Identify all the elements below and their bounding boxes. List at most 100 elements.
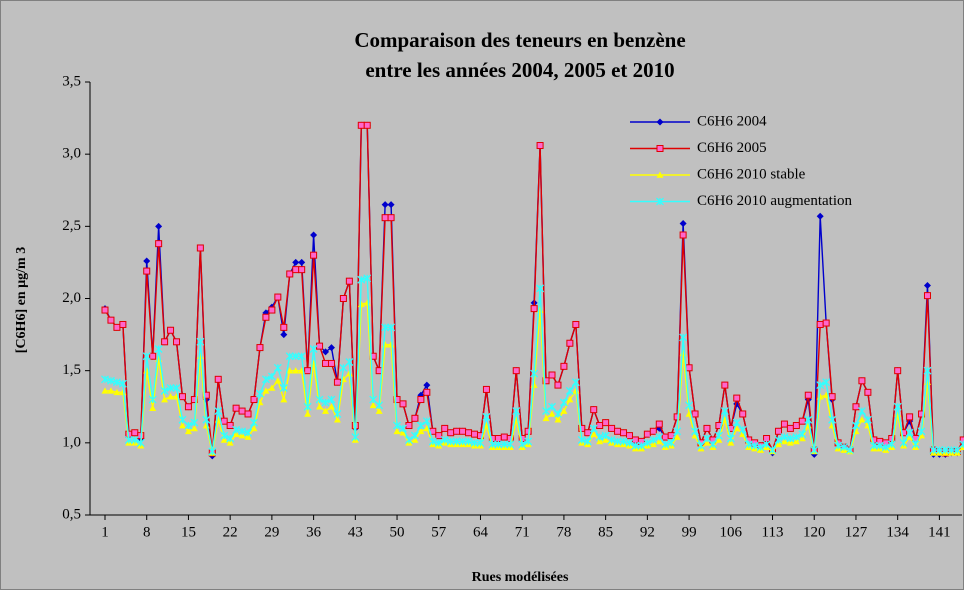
data-point — [667, 438, 676, 447]
data-point — [530, 369, 539, 378]
data-point — [435, 432, 443, 440]
data-point — [554, 410, 562, 418]
data-point — [184, 427, 192, 435]
data-point — [292, 367, 300, 374]
data-point — [488, 440, 497, 449]
data-point — [315, 395, 324, 404]
data-point — [732, 418, 741, 427]
legend-marker — [656, 145, 664, 152]
data-point — [947, 446, 956, 455]
data-point — [399, 429, 407, 436]
data-point — [834, 441, 843, 450]
data-point — [309, 345, 318, 353]
data-point — [423, 424, 431, 432]
data-point — [452, 437, 461, 446]
data-point — [768, 446, 777, 455]
data-point — [780, 420, 788, 428]
data-point — [685, 401, 694, 410]
data-point — [881, 443, 890, 452]
data-point — [387, 214, 395, 222]
data-point — [786, 434, 795, 443]
data-point — [714, 431, 723, 440]
data-point — [816, 212, 824, 220]
data-point — [554, 416, 562, 423]
data-point — [494, 435, 502, 443]
data-point — [542, 407, 550, 416]
data-point — [893, 402, 902, 411]
chart-title: entre les années 2004, 2005 et 2010 — [365, 58, 674, 82]
data-point — [780, 437, 788, 445]
data-point — [196, 337, 205, 346]
data-point — [750, 441, 759, 450]
data-point — [560, 362, 568, 370]
data-point — [935, 446, 944, 455]
data-point — [244, 433, 252, 440]
data-point — [119, 320, 127, 328]
data-point — [494, 440, 503, 449]
data-point — [327, 395, 336, 404]
data-point — [566, 396, 574, 403]
data-point — [417, 396, 425, 404]
data-point — [410, 431, 419, 440]
data-point — [744, 440, 753, 449]
data-point — [184, 403, 192, 411]
data-point — [578, 424, 586, 432]
data-point — [232, 430, 240, 437]
legend-label: C6H6 2010 stable — [697, 166, 806, 182]
data-point — [798, 417, 806, 425]
data-point — [625, 432, 633, 440]
data-point — [399, 424, 407, 433]
data-point — [822, 319, 830, 327]
data-point — [500, 440, 509, 449]
data-point — [512, 407, 521, 416]
x-tick-label: 141 — [928, 524, 951, 540]
data-point — [339, 295, 347, 302]
data-point — [542, 414, 550, 422]
data-point — [613, 437, 622, 446]
data-point — [178, 422, 186, 429]
data-point — [280, 331, 288, 339]
data-point — [637, 441, 646, 450]
data-point — [458, 437, 467, 446]
data-point — [774, 427, 782, 435]
data-point — [536, 284, 545, 293]
data-point — [590, 406, 598, 414]
data-point — [154, 345, 163, 353]
data-point — [322, 359, 330, 367]
data-point — [118, 379, 127, 388]
data-point — [310, 251, 318, 259]
y-axis-title: [C6H6] en µg/m 3 — [14, 247, 29, 353]
data-point — [459, 427, 467, 435]
legend-label: C6H6 2004 — [697, 113, 767, 129]
data-point — [512, 367, 520, 375]
data-point — [762, 440, 771, 449]
data-point — [679, 333, 688, 342]
data-point — [792, 437, 800, 445]
data-point — [643, 430, 651, 438]
data-point — [369, 401, 377, 409]
data-point — [297, 352, 306, 361]
data-point — [286, 270, 294, 278]
data-point — [357, 121, 365, 129]
data-point — [738, 425, 747, 434]
data-point — [792, 433, 801, 442]
data-point — [906, 413, 914, 421]
x-tick-label: 106 — [720, 524, 743, 540]
data-point — [816, 320, 824, 328]
data-point — [280, 396, 288, 403]
data-point — [345, 277, 353, 285]
data-point — [583, 437, 592, 446]
data-point — [310, 231, 318, 239]
data-point — [357, 275, 366, 284]
data-point — [691, 410, 699, 418]
data-point — [399, 400, 407, 408]
data-point — [155, 240, 163, 248]
data-point — [268, 306, 276, 314]
data-point — [810, 446, 819, 455]
data-point — [590, 430, 598, 437]
x-tick-label: 1 — [101, 524, 109, 540]
data-point — [369, 395, 378, 404]
data-point — [905, 428, 914, 437]
data-point — [917, 427, 926, 436]
data-point — [500, 433, 508, 441]
